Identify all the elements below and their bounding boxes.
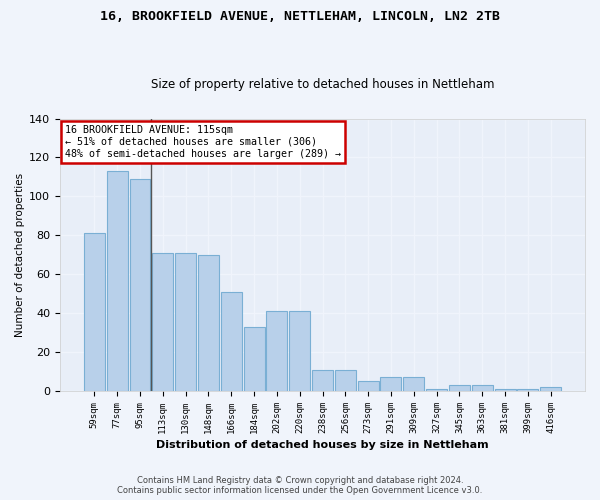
Bar [403,378,424,391]
Bar [244,327,265,391]
Bar [107,171,128,391]
Bar [540,387,561,391]
Bar [312,370,333,391]
Bar [175,253,196,391]
Bar [152,253,173,391]
Bar [517,389,538,391]
Bar [130,179,151,391]
Bar [449,385,470,391]
Bar [494,389,515,391]
X-axis label: Distribution of detached houses by size in Nettleham: Distribution of detached houses by size … [156,440,489,450]
Bar [426,389,447,391]
Bar [472,385,493,391]
Bar [289,312,310,391]
Bar [221,292,242,391]
Bar [380,378,401,391]
Y-axis label: Number of detached properties: Number of detached properties [15,173,25,337]
Bar [198,255,219,391]
Bar [266,312,287,391]
Text: Contains HM Land Registry data © Crown copyright and database right 2024.
Contai: Contains HM Land Registry data © Crown c… [118,476,482,495]
Title: Size of property relative to detached houses in Nettleham: Size of property relative to detached ho… [151,78,494,91]
Bar [358,382,379,391]
Bar [335,370,356,391]
Text: 16 BROOKFIELD AVENUE: 115sqm
← 51% of detached houses are smaller (306)
48% of s: 16 BROOKFIELD AVENUE: 115sqm ← 51% of de… [65,126,341,158]
Bar [84,234,105,391]
Text: 16, BROOKFIELD AVENUE, NETTLEHAM, LINCOLN, LN2 2TB: 16, BROOKFIELD AVENUE, NETTLEHAM, LINCOL… [100,10,500,23]
